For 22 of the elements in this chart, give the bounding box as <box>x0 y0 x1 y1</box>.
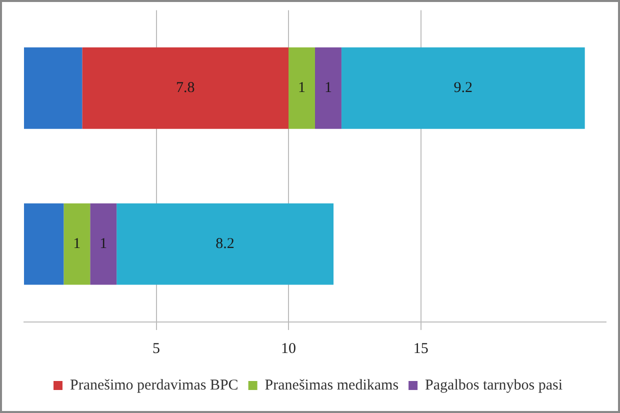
bar <box>341 47 585 129</box>
data-label: 8.2 <box>216 236 234 252</box>
bar <box>24 203 64 285</box>
legend-label: Pagalbos tarnybos pasi <box>425 377 563 394</box>
bar <box>315 47 342 129</box>
legend-label: Pranešimas medikams <box>264 377 399 394</box>
x-tick-label: 5 <box>152 340 160 357</box>
data-label: 1 <box>324 80 332 96</box>
data-label: 1 <box>298 80 306 96</box>
bar <box>24 47 82 129</box>
bar <box>288 47 315 129</box>
bar <box>90 203 117 285</box>
bar <box>116 203 334 285</box>
legend-label: Pranešimo perdavimas BPC <box>70 377 238 394</box>
x-tick-label: 10 <box>281 340 296 357</box>
data-label: 1 <box>100 236 108 252</box>
data-label: 7.8 <box>176 80 195 96</box>
x-tick-label: 15 <box>413 340 428 357</box>
bar <box>82 47 289 129</box>
bar <box>64 203 90 285</box>
data-label: 1 <box>73 236 81 252</box>
data-label: 9.2 <box>454 80 473 96</box>
